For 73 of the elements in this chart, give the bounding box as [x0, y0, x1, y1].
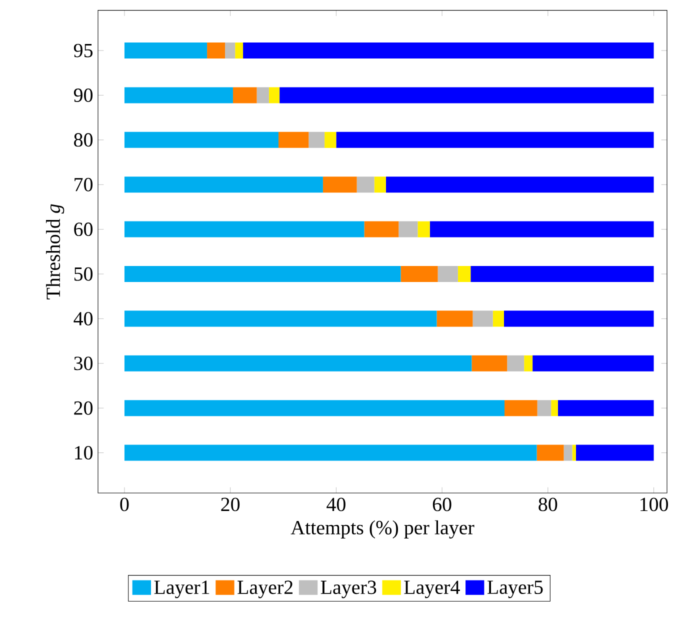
- bar: [124, 132, 278, 148]
- bar: [374, 176, 386, 193]
- bar: [386, 176, 654, 193]
- bar: [400, 266, 438, 282]
- bar: [364, 221, 399, 238]
- legend-label: Layer3: [320, 580, 376, 598]
- bar: [232, 87, 257, 104]
- bar: [551, 400, 558, 416]
- bar: [243, 42, 654, 59]
- legend-label: Layer5: [487, 580, 543, 598]
- y-tick-label: 30: [74, 356, 93, 370]
- bar: [308, 132, 325, 148]
- bar: [124, 87, 233, 104]
- bar: [558, 400, 654, 416]
- bar: [124, 444, 537, 461]
- bar: [507, 355, 524, 372]
- bar: [576, 444, 654, 461]
- x-tick-label: 80: [538, 498, 558, 512]
- bar: [438, 266, 458, 282]
- x-tick-label: 20: [221, 498, 240, 512]
- bar: [436, 310, 473, 327]
- y-tick-label: 60: [74, 222, 93, 236]
- bar: [504, 400, 538, 416]
- bar: [470, 266, 654, 282]
- y-axis-title: Threshold g: [46, 204, 64, 300]
- x-tick-label: 60: [432, 498, 452, 512]
- bar: [324, 132, 336, 148]
- y-tick-label: 70: [74, 178, 93, 192]
- bar: [207, 42, 226, 59]
- bar: [278, 132, 309, 148]
- bar: [124, 221, 364, 238]
- bar: [492, 310, 504, 327]
- bar: [536, 444, 564, 461]
- bar: [472, 355, 508, 372]
- bar: [124, 355, 472, 372]
- bar: [537, 400, 552, 416]
- bar: [280, 87, 654, 104]
- bar: [124, 176, 323, 193]
- bar: [524, 355, 533, 372]
- y-tick-label: 20: [74, 401, 93, 415]
- y-tick-label: 80: [74, 133, 93, 147]
- bar: [356, 176, 374, 193]
- bar: [458, 266, 471, 282]
- legend-label: Layer2: [238, 580, 293, 598]
- y-tick-label: 95: [74, 44, 93, 58]
- x-axis-title: Attempts (%) per layer: [290, 520, 474, 539]
- x-tick-label: 40: [326, 498, 346, 512]
- y-tick-label: 40: [74, 312, 93, 326]
- bar: [564, 444, 572, 461]
- bar: [256, 87, 269, 104]
- bar: [322, 176, 357, 193]
- legend-label: Layer1: [154, 580, 210, 598]
- bar: [124, 266, 401, 282]
- bar: [235, 42, 244, 59]
- bar: [472, 310, 493, 327]
- bar: [225, 42, 236, 59]
- legend-label: Layer4: [404, 580, 460, 598]
- bar: [124, 400, 505, 416]
- y-tick-label: 10: [75, 446, 93, 460]
- bar: [268, 87, 280, 104]
- bar: [336, 132, 654, 148]
- bar: [418, 221, 430, 238]
- y-tick-label: 90: [74, 88, 93, 102]
- bar: [430, 221, 654, 238]
- x-tick-label: 0: [120, 498, 129, 512]
- bar: [398, 221, 418, 238]
- bar: [504, 310, 654, 327]
- bar: [572, 444, 576, 461]
- bar: [124, 42, 208, 59]
- x-tick-label: 100: [640, 498, 668, 512]
- y-tick-label: 50: [74, 267, 93, 281]
- bar: [124, 310, 437, 327]
- bar: [532, 355, 654, 372]
